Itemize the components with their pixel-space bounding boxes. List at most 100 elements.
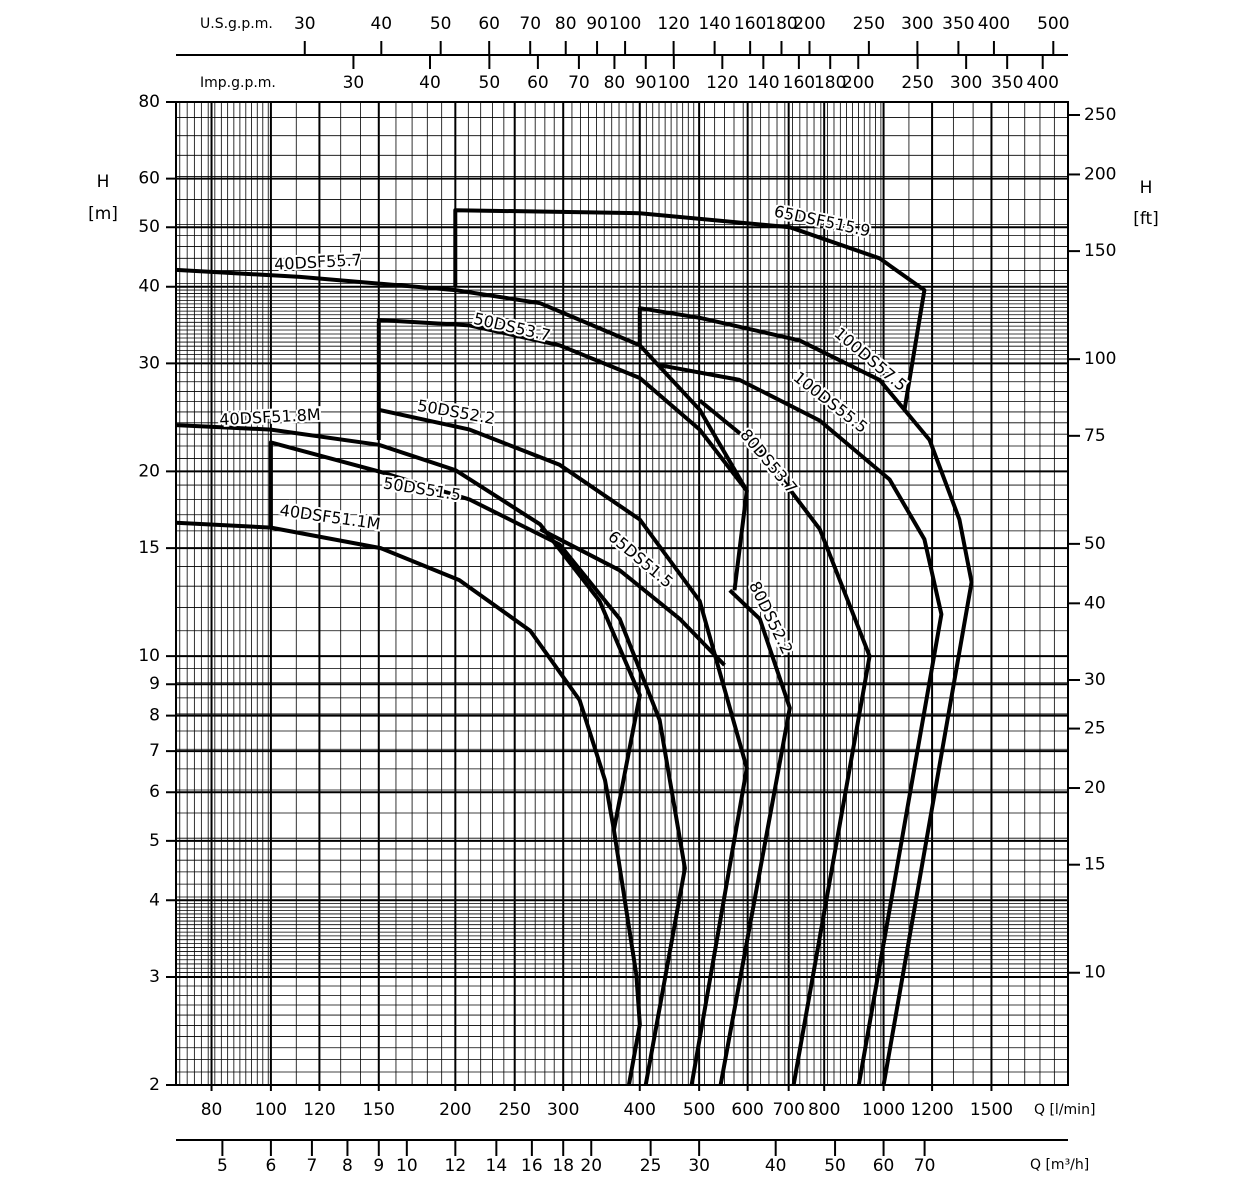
y-tick-label: 60	[138, 169, 160, 189]
y2-tick-label: 50	[1084, 534, 1106, 554]
x-axis-label: Q [l/min]	[1034, 1102, 1095, 1118]
axis-tick-label: 300	[901, 14, 933, 34]
axis-tick-label: 70	[914, 1156, 936, 1176]
axis-tick-label: 400	[1026, 73, 1058, 93]
axis-tick-label: 160	[734, 14, 766, 34]
axis-tick-label: 25	[640, 1156, 662, 1176]
pump-curve	[378, 407, 749, 1086]
y2-tick-label: 30	[1084, 670, 1106, 690]
x-tick-label: 1000	[862, 1100, 905, 1120]
y2-tick-label: 40	[1084, 593, 1106, 613]
axis-tick-label: 350	[942, 14, 974, 34]
curve-label: 40DSF51.1M	[279, 501, 382, 534]
x-tick-label: 1200	[910, 1100, 953, 1120]
axis-tick-label: 140	[747, 73, 779, 93]
x-tick-label: 600	[731, 1100, 763, 1120]
axis-tick-label: 350	[991, 73, 1023, 93]
grid	[176, 102, 1068, 1086]
axis-tick-label: 50	[824, 1156, 846, 1176]
axis-tick-label: 100	[609, 14, 641, 34]
axis-tick-label: 180	[814, 73, 846, 93]
x-tick-label: 80	[201, 1100, 223, 1120]
curve-label: 100DS55.5	[790, 367, 872, 437]
y-tick-label: 10	[138, 646, 160, 666]
axis-tick-label: 80	[604, 73, 626, 93]
y-tick-label: 5	[149, 831, 160, 851]
pump-curve	[718, 588, 792, 1086]
axis-tick-label: 40	[765, 1156, 787, 1176]
pump-curve	[175, 520, 642, 1086]
y-tick-label: 4	[149, 890, 160, 910]
y-tick-label: 50	[138, 217, 160, 237]
x-tick-label: 700	[772, 1100, 804, 1120]
x-tick-label: 150	[363, 1100, 395, 1120]
axis-tick-label: 120	[657, 14, 689, 34]
axis-tick-label: 300	[950, 73, 982, 93]
pump-curve	[376, 318, 749, 493]
y2-tick-label: 75	[1084, 426, 1106, 446]
axis-tick-label: 50	[479, 73, 501, 93]
y-axis-label: H	[97, 172, 110, 192]
x-tick-label: 500	[683, 1100, 715, 1120]
axis-tick-label: 140	[698, 14, 730, 34]
y2-tick-label: 10	[1084, 963, 1106, 983]
axis-tick-label: 30	[294, 14, 316, 34]
x-tick-label: 400	[624, 1100, 656, 1120]
y2-tick-label: 15	[1084, 855, 1106, 875]
y-tick-label: 8	[149, 706, 160, 726]
axis-tick-label: 70	[519, 14, 541, 34]
axis-tick-label: 14	[486, 1156, 508, 1176]
y-tick-label: 80	[138, 92, 160, 112]
axis-tick-label: 400	[978, 14, 1010, 34]
axis-tick-label: 10	[396, 1156, 418, 1176]
axis-tick-label: 90	[635, 73, 657, 93]
plot-frame	[175, 101, 1069, 1086]
y-tick-label: 30	[138, 353, 160, 373]
axis-tick-label: 60	[527, 73, 549, 93]
pump-curve	[698, 398, 872, 1086]
y-tick-label: 3	[149, 967, 160, 987]
axis-tick-label: 40	[370, 14, 392, 34]
axis-tick-label: 90	[586, 14, 608, 34]
axis-tick-label: 180	[765, 14, 797, 34]
axis-tick-label: 5	[217, 1156, 228, 1176]
pump-curve	[659, 363, 944, 1086]
y2-tick-label: 250	[1084, 105, 1116, 125]
axis-tick-label: 120	[706, 73, 738, 93]
y-tick-label: 6	[149, 782, 160, 802]
y2-tick-label: 100	[1084, 349, 1116, 369]
axis-tick-label: 50	[430, 14, 452, 34]
axis-tick-label: 7	[307, 1156, 318, 1176]
y2-tick-label: 200	[1084, 164, 1116, 184]
x-tick-label: 800	[808, 1100, 840, 1120]
curve-label: 40DSF51.8M	[219, 405, 321, 429]
curve-label: 50DS53.7	[472, 309, 553, 345]
axis-tick-label: 18	[552, 1156, 574, 1176]
x-tick-label: 100	[255, 1100, 287, 1120]
axis-tick-label: 500	[1037, 14, 1069, 34]
y2-tick-label: 150	[1084, 241, 1116, 261]
y-tick-label: 20	[138, 461, 160, 481]
x-tick-label: 250	[498, 1100, 530, 1120]
x-tick-label: 300	[547, 1100, 579, 1120]
axis-tick-label: 12	[445, 1156, 467, 1176]
y-tick-label: 9	[149, 674, 160, 694]
axis-tick-label: 60	[478, 14, 500, 34]
axis-tick-label: 30	[688, 1156, 710, 1176]
axis-tick-label: 6	[265, 1156, 276, 1176]
axis-tick-label: 60	[873, 1156, 895, 1176]
axis-tick-label: 160	[783, 73, 815, 93]
axis-tick-label: 200	[793, 14, 825, 34]
pump-curve	[453, 208, 927, 411]
y-tick-label: 40	[138, 277, 160, 297]
y2-axis-unit: [ft]	[1133, 209, 1159, 229]
axis-tick-label: 8	[342, 1156, 353, 1176]
axis-tick-label: 20	[580, 1156, 602, 1176]
x-tick-label: 120	[303, 1100, 335, 1120]
curve-label: 65DSF515.9	[772, 202, 872, 241]
pump-curve	[175, 423, 642, 831]
pump-curve	[175, 267, 749, 591]
pump-curve	[539, 527, 726, 667]
y2-tick-label: 20	[1084, 778, 1106, 798]
